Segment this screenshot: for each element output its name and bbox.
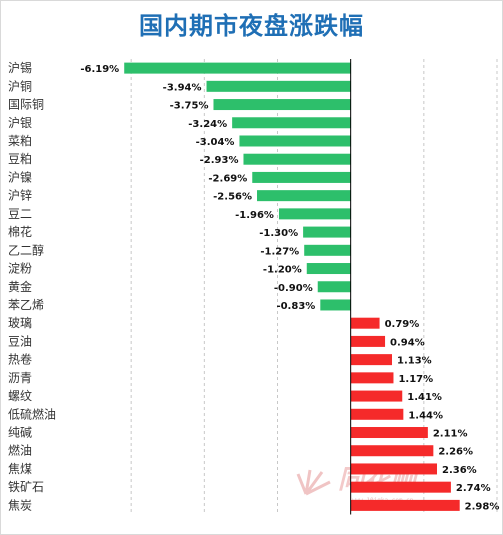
category-label: 棉花 <box>8 224 32 239</box>
category-label: 螺纹 <box>8 389 32 403</box>
data-label: -2.69% <box>208 173 247 184</box>
data-labels: -6.19% -3.94% -3.75% -3.24% -3.04% -2.93% -2.6… <box>80 64 499 512</box>
data-label: -2.93% <box>200 155 239 166</box>
bar <box>304 244 351 256</box>
category-label: 铁矿石 <box>8 480 44 494</box>
bar <box>232 117 351 129</box>
category-label: 苯乙烯 <box>8 298 44 312</box>
data-label: -3.04% <box>196 137 235 148</box>
category-label: 焦炭 <box>8 498 32 512</box>
data-label: -0.90% <box>274 283 313 294</box>
category-label: 淀粉 <box>8 262 32 276</box>
bar <box>350 463 438 475</box>
category-labels: 沪锡沪铜国际铜沪银菜粕豆粕沪镍沪锌豆二棉花乙二醇淀粉黄金苯乙烯玻璃豆油热卷沥青螺… <box>8 60 56 512</box>
category-label: 纯碱 <box>8 426 32 440</box>
category-label: 燃油 <box>8 443 32 458</box>
data-label: 0.79% <box>385 319 420 330</box>
bar <box>350 354 393 366</box>
category-label: 国际铜 <box>8 97 44 112</box>
category-label: 菜粕 <box>8 133 32 148</box>
data-label: 2.11% <box>433 429 468 440</box>
grid-lines <box>130 59 498 515</box>
bars <box>124 62 460 511</box>
data-label: -6.19% <box>80 64 119 75</box>
bar <box>350 390 403 402</box>
bar <box>243 153 351 165</box>
category-label: 沪锡 <box>8 60 32 75</box>
data-label: -1.30% <box>259 228 298 239</box>
category-label: 焦煤 <box>8 462 32 476</box>
category-label: 黄金 <box>8 279 32 294</box>
data-label: -1.27% <box>260 246 299 257</box>
category-label: 热卷 <box>8 352 32 367</box>
category-label: 豆二 <box>8 207 32 221</box>
data-label: 1.13% <box>397 356 432 367</box>
data-label: -1.96% <box>235 210 274 221</box>
bar <box>252 171 351 183</box>
bar <box>278 208 351 220</box>
bar <box>350 445 434 457</box>
bar <box>239 135 351 147</box>
bar <box>350 499 460 511</box>
data-label: 1.17% <box>398 374 433 385</box>
data-label: -0.83% <box>276 301 315 312</box>
bar <box>350 372 394 384</box>
category-label: 乙二醇 <box>8 242 44 257</box>
data-label: 1.44% <box>408 410 443 421</box>
category-label: 沪锌 <box>8 189 32 203</box>
category-label: 沪铜 <box>8 78 32 93</box>
bar <box>306 263 351 275</box>
category-label: 沪镍 <box>8 170 32 184</box>
bar <box>320 299 351 311</box>
category-label: 沪银 <box>8 116 32 130</box>
data-label: -1.20% <box>263 265 302 276</box>
data-label: -3.94% <box>163 82 202 93</box>
data-label: 2.98% <box>465 501 500 512</box>
data-label: 0.94% <box>390 337 425 348</box>
bar <box>350 408 404 420</box>
bar <box>350 335 386 347</box>
data-label: -3.24% <box>188 119 227 130</box>
bar <box>257 190 351 202</box>
category-label: 豆粕 <box>8 151 32 166</box>
bar <box>350 427 428 439</box>
category-label: 沥青 <box>8 371 32 385</box>
bar <box>213 99 351 111</box>
category-label: 玻璃 <box>8 316 32 330</box>
chart-title: 国内期市夜盘涨跌幅 <box>139 12 364 40</box>
bar <box>350 317 380 329</box>
data-label: -3.75% <box>170 101 209 112</box>
data-label: 2.36% <box>442 465 477 476</box>
data-label: 2.74% <box>456 483 491 494</box>
data-label: 2.26% <box>438 447 473 458</box>
data-label: 1.41% <box>407 392 442 403</box>
bar <box>350 481 451 493</box>
category-label: 低硫燃油 <box>8 406 56 421</box>
data-label: -2.56% <box>213 192 252 203</box>
bar <box>317 281 351 293</box>
watermark-logo-icon <box>296 469 331 496</box>
bar <box>303 226 351 238</box>
category-label: 豆油 <box>8 334 32 348</box>
bar <box>206 80 351 92</box>
bar <box>124 62 351 74</box>
